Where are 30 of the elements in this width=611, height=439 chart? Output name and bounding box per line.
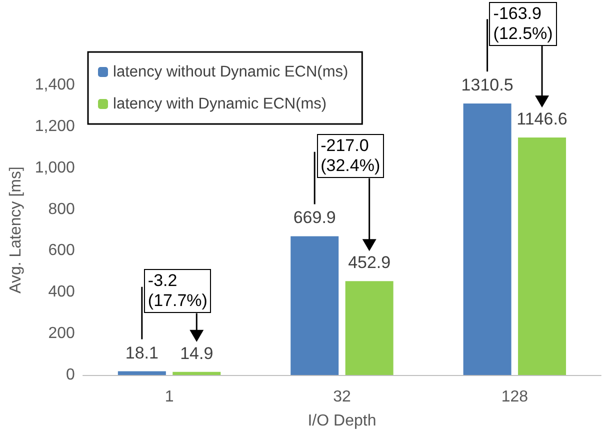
bar (463, 104, 512, 375)
legend-label: latency with Dynamic ECN(ms) (113, 96, 327, 112)
x-tick-label: 1 (164, 388, 174, 406)
x-tick-label: 128 (501, 388, 528, 406)
data-label: 1310.5 (461, 76, 514, 95)
y-axis-title: Avg. Latency [ms] (8, 166, 24, 294)
data-label: 18.1 (125, 343, 158, 362)
annotation: -217.0 (32.4%) (316, 134, 384, 178)
x-tick-label: 32 (333, 388, 351, 406)
bar (172, 372, 221, 375)
bar (518, 137, 566, 375)
x-axis-title: I/O Depth (308, 412, 376, 430)
data-label: 452.9 (348, 253, 391, 272)
bar (345, 281, 394, 375)
data-label: 1146.6 (516, 109, 568, 128)
bar (118, 371, 166, 375)
y-tick-label: 1,200 (34, 118, 76, 135)
annotation: -3.2 (17.7%) (144, 269, 212, 314)
data-label: 669.9 (293, 208, 336, 228)
legend-label: latency without Dynamic ECN(ms) (113, 64, 348, 80)
y-tick-label: 200 (48, 325, 76, 342)
y-tick-label: 600 (48, 242, 76, 260)
y-tick-label: 400 (48, 284, 76, 301)
y-tick-label: 1,000 (34, 159, 76, 176)
y-tick-label: 0 (66, 366, 76, 384)
y-tick-label: 1,400 (34, 76, 76, 94)
text: -163.9 (12.5%) (489, 2, 557, 46)
y-tick-label: 800 (48, 200, 76, 218)
bar (290, 236, 339, 375)
data-label: 14.9 (180, 344, 214, 363)
